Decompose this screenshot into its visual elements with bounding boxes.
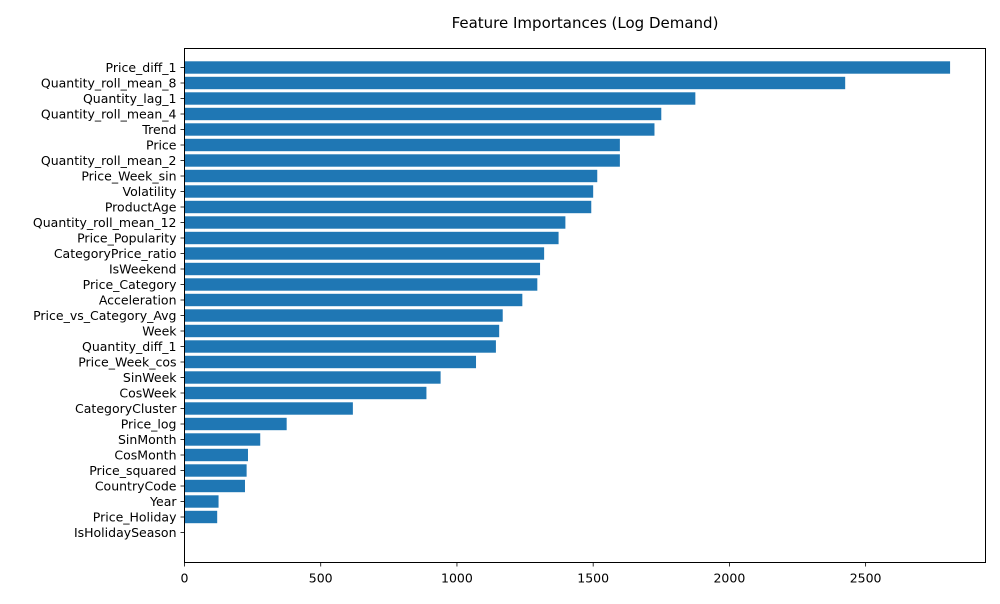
bar-CosWeek (184, 386, 427, 400)
x-tick-label: 0 (181, 571, 189, 586)
bar-Quantity_roll_mean_8 (184, 76, 846, 90)
bar-Price (184, 138, 620, 152)
y-tick-label: Price_diff_1 (106, 60, 177, 75)
y-tick-label: Price_Category (83, 277, 177, 292)
y-tick-label: CategoryPrice_ratio (54, 246, 177, 261)
y-tick-label: Quantity_roll_mean_4 (41, 107, 177, 122)
bar-CountryCode (184, 479, 245, 493)
y-tick-label: Quantity_diff_1 (82, 339, 177, 354)
y-tick-labels: Price_diff_1Quantity_roll_mean_8Quantity… (33, 60, 185, 540)
bar-Price_log (184, 417, 287, 431)
y-tick-label: SinWeek (123, 370, 177, 385)
y-tick-label: Acceleration (99, 293, 177, 308)
y-tick-label: Price_log (121, 417, 177, 432)
bar-Trend (184, 123, 655, 136)
bar-Quantity_diff_1 (184, 340, 496, 353)
y-tick-label: Quantity_roll_mean_12 (33, 215, 177, 230)
bar-Quantity_roll_mean_2 (184, 154, 620, 167)
x-tick-label: 500 (309, 571, 333, 586)
bar-CategoryPrice_ratio (184, 247, 545, 260)
y-tick-label: CategoryCluster (75, 401, 177, 416)
x-tick-label: 2500 (850, 571, 882, 586)
y-tick-label: IsHolidaySeason (74, 525, 177, 540)
y-tick-label: CosWeek (119, 386, 177, 401)
y-tick-label: Volatility (123, 184, 178, 199)
bar-Price_squared (184, 464, 247, 477)
bar-SinWeek (184, 371, 441, 384)
y-tick-label: Price_Week_sin (81, 169, 176, 184)
plot-frame (184, 48, 986, 563)
bar-Quantity_roll_mean_4 (184, 107, 662, 121)
bar-Price_Week_sin (184, 169, 598, 183)
x-tick-label: 2000 (713, 571, 745, 586)
y-tick-label: Price_squared (89, 463, 176, 478)
y-tick-label: Price_Popularity (77, 231, 177, 246)
x-tick-labels: 0 500 1000 1500 2000 2500 (181, 562, 882, 586)
bar-Acceleration (184, 293, 523, 307)
bar-CosMonth (184, 448, 248, 462)
bar-Price_Popularity (184, 231, 559, 245)
y-tick-label: ProductAge (105, 200, 177, 215)
y-tick-label: Trend (141, 122, 176, 137)
bar-Quantity_roll_mean_12 (184, 216, 566, 229)
bar-Quantity_lag_1 (184, 92, 696, 105)
y-tick-label: CountryCode (95, 479, 177, 494)
bar-Week (184, 324, 500, 338)
y-tick-label: Quantity_roll_mean_2 (41, 153, 177, 168)
chart-title: Feature Importances (Log Demand) (452, 14, 719, 32)
bar-Price_Holiday (184, 510, 218, 524)
y-tick-label: IsWeekend (109, 262, 177, 277)
x-tick-label: 1000 (441, 571, 473, 586)
bar-Year (184, 495, 219, 508)
bar-Price_diff_1 (184, 61, 951, 74)
y-tick-label: Quantity_roll_mean_8 (41, 76, 177, 91)
y-tick-label: SinMonth (118, 432, 177, 447)
y-tick-label: CosMonth (114, 448, 176, 463)
x-tick-label: 1500 (577, 571, 609, 586)
bar-Price_Week_cos (184, 355, 477, 369)
y-tick-label: Year (149, 494, 177, 509)
bar-Volatility (184, 185, 594, 198)
bars-layer (184, 61, 951, 524)
y-tick-label: Week (142, 324, 177, 339)
bar-Price_vs_Category_Avg (184, 309, 503, 322)
bar-Price_Category (184, 278, 538, 291)
y-tick-label: Quantity_lag_1 (83, 91, 177, 106)
bar-CategoryCluster (184, 402, 353, 415)
y-tick-label: Price_vs_Category_Avg (33, 308, 176, 323)
y-tick-label: Price (146, 138, 177, 153)
bar-ProductAge (184, 200, 592, 214)
y-tick-label: Price_Week_cos (78, 355, 176, 370)
bar-SinMonth (184, 433, 261, 446)
y-tick-label: Price_Holiday (93, 510, 177, 525)
bar-IsWeekend (184, 262, 541, 276)
